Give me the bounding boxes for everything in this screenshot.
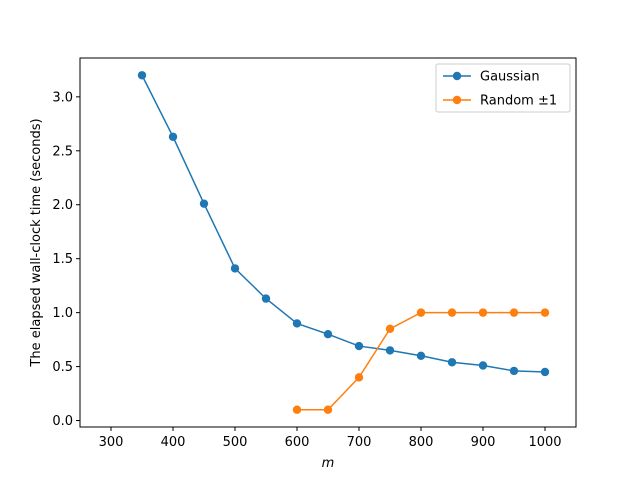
y-tick-label: 1.0 — [52, 306, 73, 321]
series-line — [141, 74, 546, 373]
data-point — [447, 358, 457, 367]
y-tick-label: 1.5 — [52, 252, 73, 267]
data-point — [292, 319, 302, 328]
x-tick-label: 400 — [161, 435, 186, 450]
x-tick-label: 800 — [409, 435, 434, 450]
data-point — [416, 308, 426, 317]
data-point — [540, 308, 550, 317]
data-point — [354, 341, 364, 351]
series-2 — [292, 308, 550, 414]
x-tick-label: 600 — [285, 435, 310, 450]
y-tick-label: 2.5 — [52, 144, 73, 159]
data-point — [447, 308, 457, 317]
legend-label: Random ±1 — [480, 94, 557, 109]
x-axis: 300 400 500 600 700 800 900 1000 — [99, 427, 562, 450]
y-tick-label: 0.5 — [52, 360, 73, 375]
data-point — [509, 366, 519, 376]
y-tick-label: 3.0 — [52, 90, 73, 105]
plot-area — [137, 71, 550, 414]
y-axis-label: The elapsed wall-clock time (seconds) — [29, 118, 44, 367]
data-point — [261, 294, 271, 303]
x-tick-label: 500 — [223, 435, 248, 450]
data-point — [478, 308, 488, 317]
data-point — [540, 367, 550, 377]
y-tick-label: 0.0 — [52, 414, 73, 429]
data-point — [323, 330, 333, 339]
legend-marker — [452, 95, 462, 105]
x-axis-label: m — [322, 456, 335, 471]
data-point — [168, 132, 178, 141]
data-point — [292, 405, 302, 414]
y-tick-label: 2.0 — [52, 198, 73, 213]
legend-marker — [452, 71, 462, 81]
data-point — [416, 351, 426, 360]
legend: Gaussian Random ±1 — [435, 63, 571, 113]
data-point — [478, 361, 488, 370]
x-tick-label: 900 — [471, 435, 496, 450]
legend-label: Gaussian — [480, 70, 540, 85]
series-1 — [137, 71, 550, 377]
legend-item: Gaussian — [443, 70, 540, 85]
data-point — [385, 346, 395, 355]
data-point — [199, 199, 209, 208]
data-point — [354, 373, 364, 382]
x-tick-label: 1000 — [528, 435, 561, 450]
data-point — [509, 308, 519, 317]
data-point — [323, 405, 333, 414]
plot-frame — [79, 57, 577, 428]
x-tick-label: 300 — [99, 435, 124, 450]
data-point — [230, 264, 240, 273]
legend-item: Random ±1 — [443, 94, 557, 109]
x-tick-label: 700 — [347, 435, 372, 450]
y-axis: 0.0 0.5 1.0 1.5 2.0 2.5 3.0 — [52, 90, 80, 429]
data-point — [385, 324, 395, 334]
data-point — [137, 71, 147, 80]
